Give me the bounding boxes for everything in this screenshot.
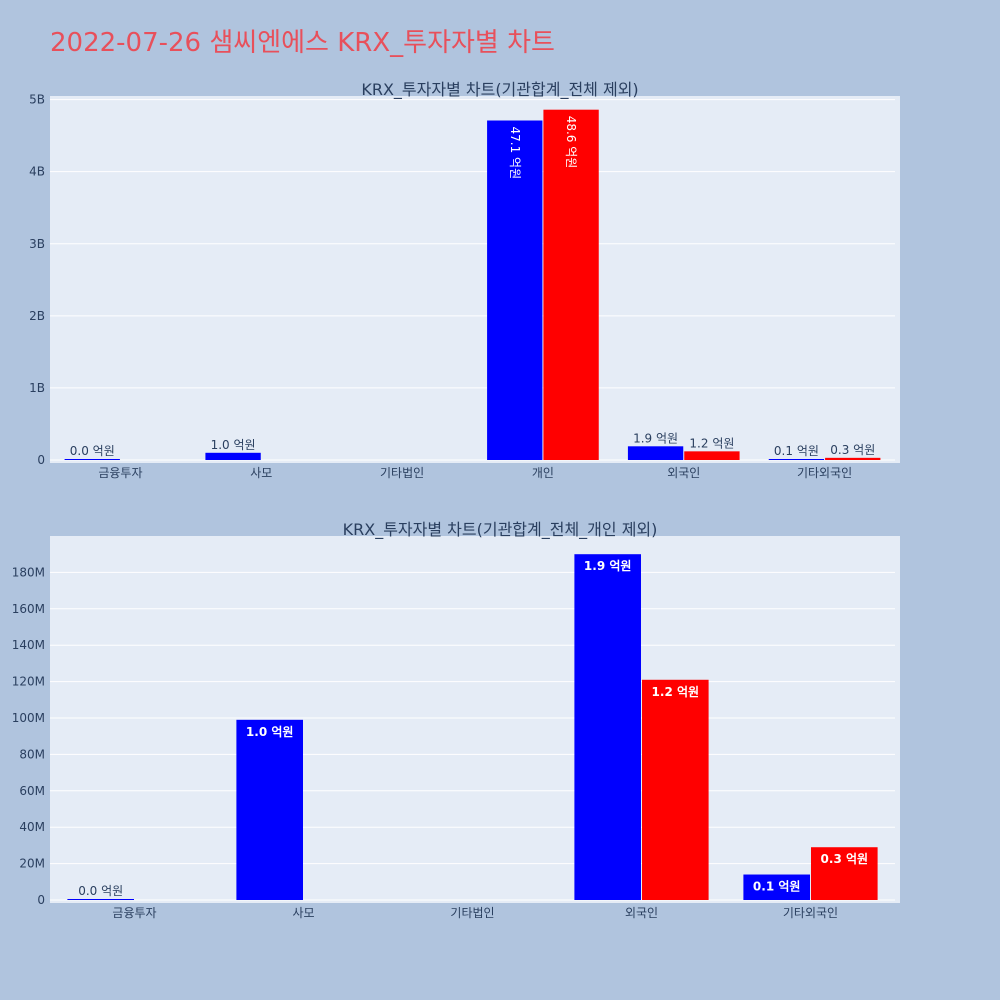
y-tick-label: 160M [12,602,45,616]
bar-data-label: 0.3 억원 [821,852,869,866]
chart-title: KRX_투자자별 차트(기관합계_전체 제외) [361,80,638,100]
x-tick-label: 사모 [292,906,314,920]
bar [543,109,599,460]
bar-data-label: 0.3 억원 [830,443,875,457]
bar [627,446,684,460]
y-tick-label: 1B [29,381,45,395]
bar-data-label: 0.0 억원 [78,884,123,898]
bar-data-label: 0.1 억원 [774,444,819,458]
bar [684,451,740,460]
plot-area [50,96,900,463]
y-tick-label: 40M [19,820,45,834]
y-tick-label: 5B [29,93,45,107]
chart-investor-all: KRX_투자자별 차트(기관합계_전체 제외) 0 1B 2B 3B 4B 5B 금융투자 0.… [29,80,900,480]
y-tick-label: 0 [37,453,45,467]
x-tick-label: 기타외국인 [783,906,838,920]
bar [743,874,810,900]
bar [811,847,878,900]
bar-data-label: 48.6 억원 [564,116,578,169]
x-tick-label: 기타외국인 [797,466,852,480]
chart-title: KRX_투자자별 차트(기관합계_전체_개인 제외) [343,520,658,540]
x-tick-label: 개인 [532,466,554,480]
bar [67,899,134,900]
x-tick-label: 외국인 [667,466,700,480]
page-title: 2022-07-26 샘씨엔에스 KRX_투자자별 차트 [50,28,555,58]
y-tick-label: 3B [29,237,45,251]
x-tick-label: 사모 [250,466,272,480]
y-tick-label: 80M [19,747,45,761]
x-tick-label: 금융투자 [98,466,142,480]
y-tick-label: 2B [29,309,45,323]
bar-data-label: 1.9 억원 [633,431,678,445]
y-tick-label: 0 [37,893,45,907]
bar [236,719,303,900]
bar-data-label: 1.9 억원 [584,559,632,573]
plot-area [50,536,900,903]
bar [825,457,881,460]
y-tick-label: 20M [19,857,45,871]
bar-data-label: 0.1 억원 [753,880,801,894]
y-tick-label: 4B [29,165,45,179]
bar [487,120,543,460]
bar [768,459,825,460]
bar [574,554,641,900]
bar-data-label: 47.1 억원 [508,127,522,180]
x-tick-label: 기타법인 [450,906,494,920]
x-tick-label: 기타법인 [380,466,424,480]
bar-data-label: 1.0 억원 [211,438,256,452]
x-tick-label: 외국인 [625,906,658,920]
y-tick-label: 140M [12,638,45,652]
bar [205,452,261,460]
y-tick-label: 180M [12,565,45,579]
bar-data-label: 1.0 억원 [246,725,294,739]
y-tick-label: 100M [12,711,45,725]
bar [64,459,120,460]
bar-data-label: 1.2 억원 [689,436,734,450]
bar [642,679,709,900]
y-tick-label: 120M [12,675,45,689]
y-tick-label: 60M [19,784,45,798]
bar-data-label: 0.0 억원 [70,444,115,458]
bar-data-label: 1.2 억원 [652,685,700,699]
x-tick-label: 금융투자 [112,906,156,920]
